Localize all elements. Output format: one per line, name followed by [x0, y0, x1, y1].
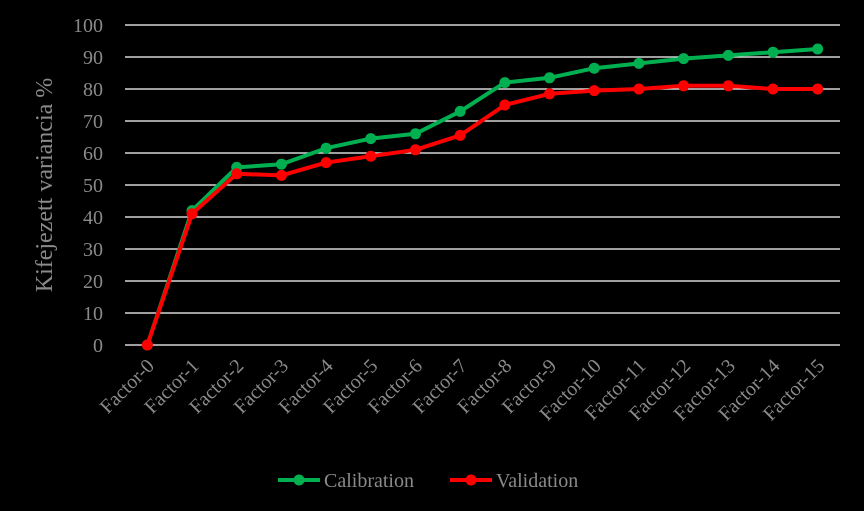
data-point — [186, 208, 198, 220]
series-line — [145, 47, 818, 346]
data-point — [409, 128, 421, 140]
data-point — [454, 105, 466, 117]
x-tick-labels: Factor-0Factor-1Factor-2Factor-3Factor-4… — [96, 355, 829, 425]
data-point — [812, 43, 824, 55]
y-tick-label: 10 — [83, 303, 103, 325]
gridlines — [125, 24, 840, 346]
data-point — [633, 57, 645, 69]
data-point — [365, 133, 377, 145]
data-point — [141, 339, 153, 351]
data-point — [275, 158, 287, 170]
y-tick-label: 0 — [93, 335, 103, 357]
data-point — [722, 49, 734, 61]
y-tick-label: 50 — [83, 175, 103, 197]
series — [141, 43, 824, 351]
data-point — [499, 99, 511, 111]
data-point — [767, 46, 779, 58]
data-point — [454, 129, 466, 141]
legend-swatch-marker — [293, 474, 305, 486]
y-tick-label: 40 — [83, 207, 103, 229]
data-point — [812, 83, 824, 95]
legend: Calibration Validation — [278, 470, 578, 492]
y-tick-label: 70 — [83, 111, 103, 133]
y-tick-label: 100 — [73, 15, 103, 37]
series-line — [145, 83, 818, 346]
data-point — [499, 77, 511, 89]
legend-label: Validation — [496, 470, 578, 492]
data-point — [231, 168, 243, 180]
legend-item-validation: Validation — [450, 470, 578, 492]
data-point — [722, 80, 734, 92]
series-validation — [141, 80, 824, 351]
data-point — [320, 142, 332, 154]
data-point — [544, 72, 556, 84]
legend-swatch-marker — [465, 474, 477, 486]
y-tick-label: 30 — [83, 239, 103, 261]
y-tick-label: 60 — [83, 143, 103, 165]
data-point — [320, 157, 332, 169]
y-axis-title: Kifejezett variancia % — [32, 78, 58, 293]
data-point — [588, 85, 600, 97]
data-point — [767, 83, 779, 95]
data-point — [365, 150, 377, 162]
y-tick-label: 90 — [83, 47, 103, 69]
data-point — [678, 80, 690, 92]
legend-label: Calibration — [324, 470, 414, 492]
data-point — [409, 144, 421, 156]
data-point — [275, 169, 287, 181]
data-point — [633, 83, 645, 95]
data-point — [588, 62, 600, 74]
y-tick-labels: 0 10 20 30 40 50 60 70 80 90 100 — [73, 15, 103, 357]
data-point — [544, 88, 556, 100]
data-point — [678, 53, 690, 65]
y-tick-label: 80 — [83, 79, 103, 101]
legend-item-calibration: Calibration — [278, 470, 414, 492]
y-tick-label: 20 — [83, 271, 103, 293]
